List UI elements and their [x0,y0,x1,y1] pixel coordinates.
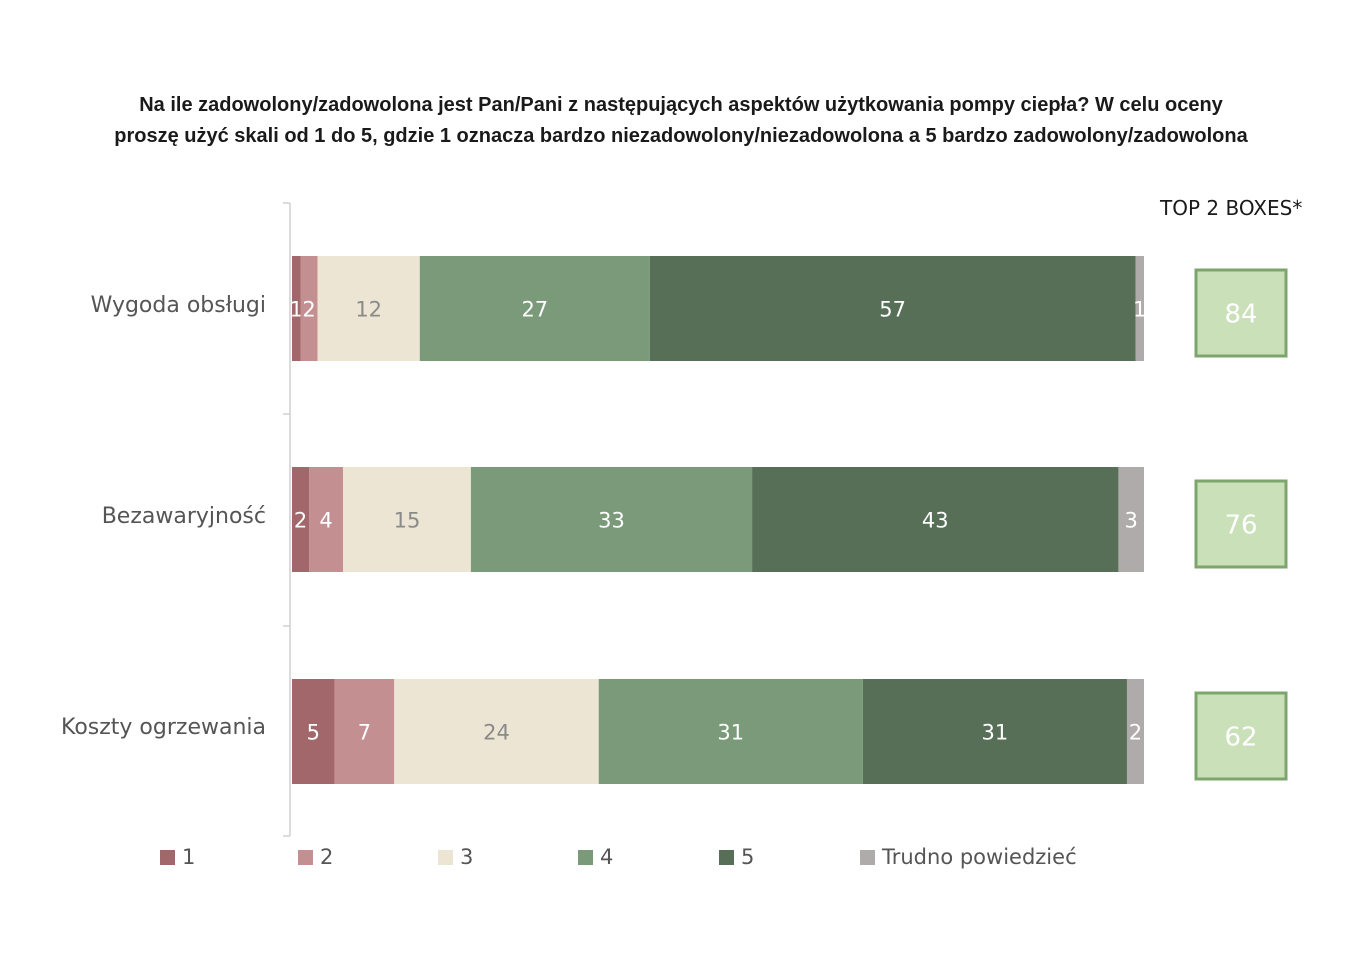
legend-swatch [719,849,734,865]
legend-swatch [160,849,175,865]
legend-label: 1 [182,845,196,869]
bar-segment [309,467,344,572]
bar-segment [334,679,395,784]
bar-segment [1118,467,1144,572]
top2-boxes-header: TOP 2 BOXES* [1160,196,1303,220]
data-label: 15 [394,509,421,533]
legend-item: Trudno powiedzieć [860,845,1077,869]
data-label: 7 [358,721,371,745]
bar-segment [649,256,1136,361]
category-label: Wygoda obsługi [91,293,266,318]
top2-value: 76 [1224,511,1257,541]
data-label: 2 [294,509,307,533]
data-label: 2 [1129,721,1142,745]
data-label: 31 [717,721,744,745]
data-label: 33 [598,509,625,533]
top2-value: 62 [1224,723,1257,753]
bar-segment [419,256,650,361]
data-label: 57 [879,298,906,322]
legend-swatch [578,849,593,865]
bar-segment [1126,679,1144,784]
bar-segment [292,256,301,361]
legend-label: 4 [600,845,614,869]
data-label: 2 [302,298,315,322]
bar-segment [862,679,1127,784]
bar-segment [300,256,318,361]
category-label: Koszty ogrzewania [61,715,266,740]
top2-box [1194,691,1288,781]
chart-title-line-1: Na ile zadowolony/zadowolona jest Pan/Pa… [139,94,1223,116]
top2-box [1194,268,1288,358]
legend-swatch [438,849,453,865]
bar-segment [598,679,863,784]
legend-swatch [860,849,875,865]
category-label: Bezawaryjność [102,504,266,529]
data-label: 24 [483,721,510,745]
top2-box [1194,479,1288,569]
bar-segment [292,467,310,572]
legend-label: Trudno powiedzieć [882,845,1077,869]
legend-item: 3 [438,845,473,869]
data-label: 12 [355,298,382,322]
data-label: 43 [922,509,949,533]
bar-segment [292,679,335,784]
data-label: 27 [521,298,548,322]
data-label: 3 [1125,509,1138,533]
legend-swatch [298,849,313,865]
chart-title: Na ile zadowolony/zadowolona jest Pan/Pa… [0,90,1362,152]
bar-segment [343,467,471,572]
legend-label: 5 [741,845,755,869]
data-label: 1 [1133,298,1146,322]
bar-segment [317,256,420,361]
data-label: 4 [319,509,332,533]
legend-item: 4 [578,845,613,869]
legend-label: 2 [320,845,334,869]
bar-segment [1135,256,1144,361]
legend-item: 2 [298,845,333,869]
legend-item: 1 [160,845,195,869]
legend-label: 3 [460,845,474,869]
bar-segment [394,679,599,784]
data-label: 31 [982,721,1009,745]
bar-segment [470,467,753,572]
data-label: 1 [290,298,303,322]
chart-legend: 1 2 3 4 5 Trudno powiedzieć [0,845,1362,875]
bar-segment [752,467,1119,572]
top2-value: 84 [1224,300,1257,330]
legend-item: 5 [719,845,754,869]
data-label: 5 [307,721,320,745]
chart-title-line-2: proszę użyć skali od 1 do 5, gdzie 1 ozn… [114,125,1248,147]
